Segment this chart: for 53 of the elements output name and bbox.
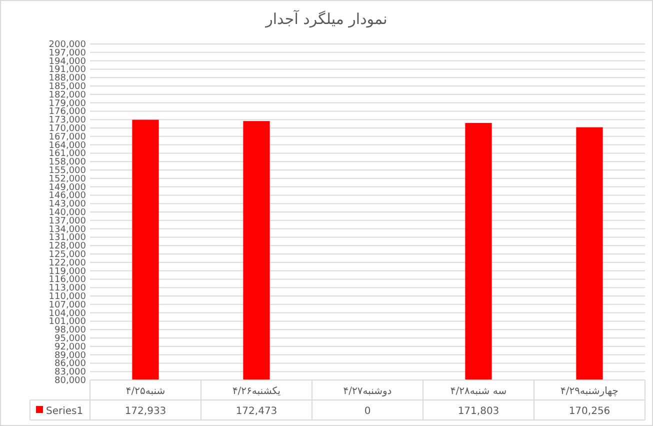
y-tick-label: 182,000 [48,90,86,100]
y-tick-label: 170,000 [48,124,86,134]
x-tick-label: چهارشنبه۴/۲۹ [560,386,618,397]
y-tick-label: 125,000 [48,250,86,260]
y-tick-label: 92,000 [54,342,86,352]
y-tick-label: 143,000 [48,200,86,210]
y-tick-label: 116,000 [48,275,86,286]
data-label: 170,256 [568,406,610,417]
y-tick-label: 149,000 [48,182,86,193]
text: 0 [364,406,371,417]
y-tick-label: 80,000 [54,376,86,386]
y-tick-label: 185,000 [48,82,86,92]
y-tick-label: 137,000 [48,216,86,226]
y-tick-label: 131,000 [48,233,86,244]
y-tick-label: 146,000 [48,191,86,202]
chart-title: نمودار میلگرد آجدار [264,9,388,28]
y-tick-label: 164,000 [48,140,86,151]
y-tick-label: 161,000 [48,149,86,160]
y-tick-label: 128,000 [48,242,86,252]
y-tick-label: 191,000 [48,65,86,76]
x-tick-label: یکشنبه۴/۲۶ [232,386,281,397]
y-tick-label: 197,000 [48,48,86,58]
y-tick-label: 200,000 [48,40,86,50]
y-tick-label: 95,000 [54,334,86,344]
data-label: 172,933 [124,406,166,417]
data-label: 172,473 [236,406,278,417]
x-tick-label: دوشنبه۴/۲۷ [343,386,392,397]
y-tick-label: 158,000 [48,158,86,168]
y-tick-label: 119,000 [48,266,86,277]
y-tick-label: 98,000 [54,326,86,336]
y-tick-label: 83,000 [54,368,86,378]
data-label: 171,803 [458,406,500,417]
y-tick-label: 113,000 [48,284,86,294]
y-tick-label: 134,000 [48,224,86,235]
y-tick-label: 173,000 [48,116,86,126]
x-tick-label: سه شنبه۴/۲۸ [450,386,507,397]
legend-label: Series1 [46,406,84,417]
y-tick-label: 140,000 [48,208,86,218]
x-tick-label: شنبه۴/۲۵ [126,386,166,397]
y-tick-label: 152,000 [48,174,86,184]
y-tick-label: 155,000 [48,166,86,176]
y-tick-label: 104,000 [48,308,86,319]
y-tick-label: 167,000 [48,132,86,142]
y-tick-label: 122,000 [48,258,86,268]
y-tick-label: 110,000 [48,292,86,302]
y-tick-label: 188,000 [48,74,86,84]
y-tick-label: 176,000 [48,107,86,118]
y-tick-label: 86,000 [54,359,86,370]
y-tick-label: 89,000 [54,350,86,361]
y-tick-label: 194,000 [48,56,86,67]
y-tick-label: 101,000 [48,317,86,328]
y-tick-label: 179,000 [48,98,86,109]
y-tick-label: 107,000 [48,300,86,310]
